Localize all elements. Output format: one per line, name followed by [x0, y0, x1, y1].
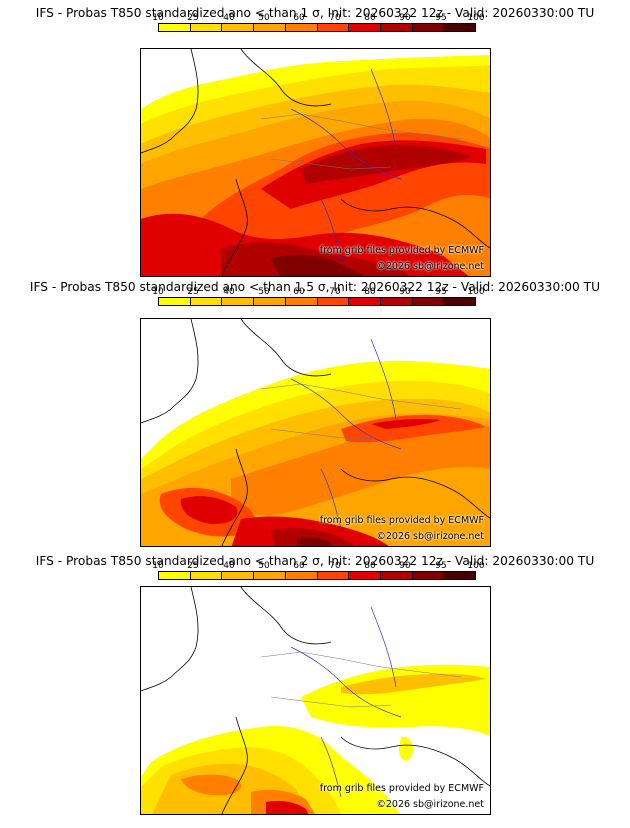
- legend-tick: 25: [187, 287, 199, 297]
- legend-labels: 10 25 40 50 60 70 80 90 95 100: [152, 561, 484, 571]
- legend-tick: 40: [223, 13, 235, 23]
- legend-swatch: [349, 572, 381, 579]
- probability-map: from grib files provided by ECMWF ©2026 …: [140, 586, 491, 815]
- legend-tick: 70: [329, 561, 341, 571]
- legend-tick: 100: [467, 13, 485, 23]
- legend-tick: 60: [293, 287, 305, 297]
- legend-swatch: [317, 572, 350, 579]
- legend-tick: 95: [435, 561, 447, 571]
- map-graphic: [141, 587, 490, 814]
- legend-swatch: [444, 572, 476, 579]
- color-legend-bar: [158, 297, 476, 306]
- legend-tick: 50: [258, 287, 270, 297]
- legend-swatch: [380, 572, 413, 579]
- legend-swatch: [285, 572, 318, 579]
- legend-swatch: [190, 572, 223, 579]
- copyright-credit: ©2026 sb@irizone.net: [376, 261, 484, 272]
- legend-swatch: [317, 24, 350, 31]
- legend-swatch: [159, 572, 191, 579]
- legend-tick: 50: [258, 561, 270, 571]
- legend-swatch: [222, 24, 255, 31]
- legend-swatch: [444, 298, 476, 305]
- legend-tick: 10: [152, 13, 164, 23]
- map-panel-1-5sigma: IFS - Probas T850 standardized ano < tha…: [0, 274, 630, 550]
- legend-swatch: [317, 298, 350, 305]
- legend-tick: 50: [258, 13, 270, 23]
- legend-tick: 90: [399, 561, 411, 571]
- legend-tick: 90: [399, 287, 411, 297]
- legend-tick: 80: [364, 561, 376, 571]
- legend-tick: 60: [293, 561, 305, 571]
- legend-tick: 10: [152, 287, 164, 297]
- legend-tick: 70: [329, 13, 341, 23]
- legend-tick: 80: [364, 287, 376, 297]
- probability-map: from grib files provided by ECMWF ©2026 …: [140, 318, 491, 547]
- legend-swatch: [254, 24, 286, 31]
- legend-tick: 25: [187, 13, 199, 23]
- legend-tick: 10: [152, 561, 164, 571]
- map-panel-1sigma: IFS - Probas T850 standardized ano < tha…: [0, 0, 630, 277]
- legend-tick: 80: [364, 13, 376, 23]
- legend-tick: 95: [435, 287, 447, 297]
- legend-swatch: [254, 572, 286, 579]
- legend-swatch: [380, 24, 413, 31]
- legend-tick: 40: [223, 561, 235, 571]
- legend-swatch: [349, 298, 381, 305]
- legend-tick: 90: [399, 13, 411, 23]
- legend-tick: 40: [223, 287, 235, 297]
- probability-map: from grib files provided by ECMWF ©2026 …: [140, 48, 491, 277]
- color-legend-bar: [158, 23, 476, 32]
- legend-swatch: [380, 298, 413, 305]
- legend-swatch: [159, 298, 191, 305]
- legend-swatch: [285, 298, 318, 305]
- copyright-credit: ©2026 sb@irizone.net: [376, 799, 484, 810]
- map-graphic: [141, 319, 490, 546]
- legend-swatch: [222, 298, 255, 305]
- legend-swatch: [349, 24, 381, 31]
- map-panel-2sigma: IFS - Probas T850 standardized ano < tha…: [0, 548, 630, 824]
- legend-swatch: [254, 298, 286, 305]
- data-source-credit: from grib files provided by ECMWF: [319, 783, 484, 794]
- map-graphic: [141, 49, 490, 276]
- copyright-credit: ©2026 sb@irizone.net: [376, 531, 484, 542]
- color-legend-bar: [158, 571, 476, 580]
- legend-tick: 25: [187, 561, 199, 571]
- legend-tick: 100: [467, 287, 485, 297]
- panel-title: IFS - Probas T850 standardized ano < tha…: [35, 554, 595, 568]
- legend-tick: 70: [329, 287, 341, 297]
- legend-labels: 10 25 40 50 60 70 80 90 95 100: [152, 13, 484, 23]
- legend-tick: 95: [435, 13, 447, 23]
- legend-swatch: [412, 24, 445, 31]
- panel-title: IFS - Probas T850 standardized ano < tha…: [35, 6, 595, 20]
- legend-swatch: [190, 298, 223, 305]
- legend-swatch: [190, 24, 223, 31]
- legend-labels: 10 25 40 50 60 70 80 90 95 100: [152, 287, 484, 297]
- data-source-credit: from grib files provided by ECMWF: [319, 245, 484, 256]
- legend-swatch: [222, 572, 255, 579]
- legend-tick: 60: [293, 13, 305, 23]
- data-source-credit: from grib files provided by ECMWF: [319, 515, 484, 526]
- legend-swatch: [444, 24, 476, 31]
- legend-tick: 100: [467, 561, 485, 571]
- legend-swatch: [285, 24, 318, 31]
- legend-swatch: [412, 572, 445, 579]
- legend-swatch: [412, 298, 445, 305]
- panel-title: IFS - Probas T850 standardized ano < tha…: [29, 280, 601, 294]
- legend-swatch: [159, 24, 191, 31]
